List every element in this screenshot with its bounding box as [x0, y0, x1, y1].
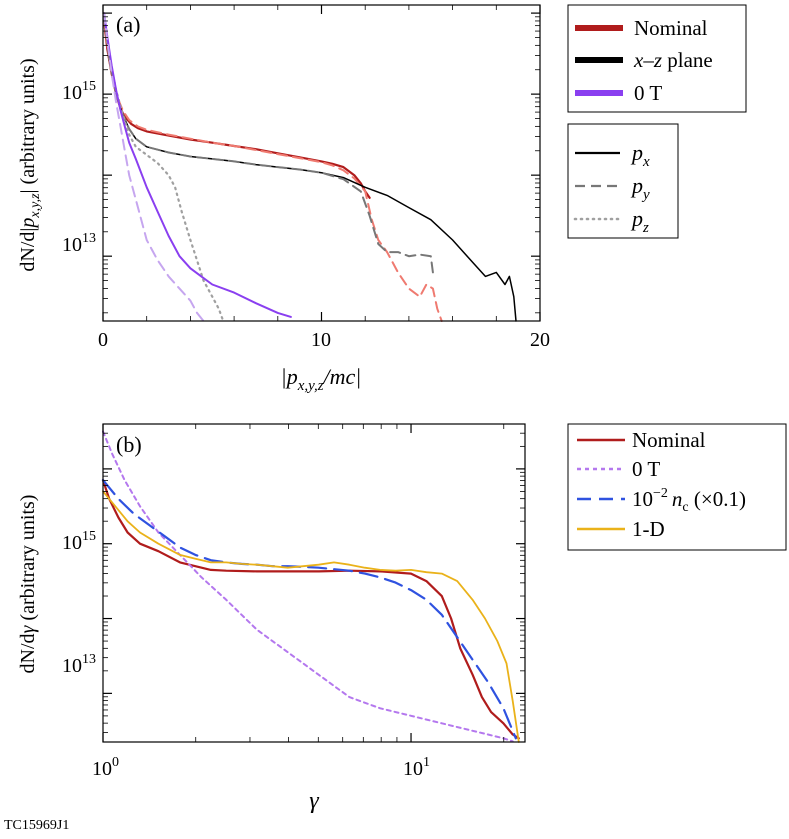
series-line-0-t-p-x [103, 12, 292, 318]
legend-label-px: px [630, 140, 650, 170]
series-line-nominal-p-y [103, 20, 443, 322]
panel-b-xtick-label: 100 [92, 755, 119, 780]
panel-a-axes-frame [102, 4, 541, 322]
panel-a-xtick-label: 20 [530, 329, 550, 351]
panel-a-ylabel: dN/d|px,y,z| (arbitrary units) [17, 58, 43, 271]
series-line-0-t [102, 430, 514, 743]
panel-b-ticks [102, 424, 525, 742]
legend-entry-pz: pz [573, 206, 649, 236]
legend-panel-b: Nominal 0 T 10−2 nc (×0.1) 1-D [567, 423, 787, 551]
legend-label-xz-plane: x–z plane [633, 48, 713, 72]
panel-b-xlabel: γ [309, 788, 319, 814]
legend-entry-1d-b: 1-D [577, 517, 665, 541]
panel-b-xtick-label: 101 [403, 755, 430, 780]
panel-a-label: (a) [116, 12, 140, 37]
legend-runs: Nominal x–z plane 0 T [567, 4, 747, 113]
series-line-x-z-plane-p-y [103, 16, 434, 274]
panel-b: (b) 100 101 1015 1013 γ dN/dγ (arbitrary… [17, 423, 787, 814]
panel-b-ylabel: dN/dγ (arbitrary units) [17, 495, 39, 674]
panel-a-xlabel: |px,y,z/mc| [281, 364, 362, 394]
legend-entry-py: py [575, 173, 650, 203]
legend-entry-nominal: Nominal [575, 16, 708, 40]
panel-b-ytick-label: 1013 [62, 652, 96, 677]
legend-label-zero-t: 0 T [634, 81, 662, 105]
legend-label-zero-t-b: 0 T [632, 457, 660, 481]
legend-entry-px: px [575, 140, 650, 170]
legend-label-pz: pz [630, 206, 649, 236]
series-line-x-z-plane-p-x [103, 16, 517, 322]
panel-b-axes-frame [102, 423, 526, 743]
legend-label-nominal: Nominal [634, 16, 708, 40]
panel-b-ytick-label: 1015 [62, 529, 96, 554]
series-line-nominal [101, 479, 520, 740]
series-line-10-2-n-c-x0-1- [101, 479, 517, 740]
panel-a-ytick-label: 1013 [62, 231, 96, 256]
figure-id: TC15969J1 [4, 818, 69, 833]
legend-label-nc-b: 10−2 nc (×0.1) [632, 486, 746, 515]
legend-entry-nc-b: 10−2 nc (×0.1) [577, 486, 746, 515]
panel-a-xtick-label: 0 [98, 329, 108, 351]
legend-label-py: py [630, 173, 650, 203]
legend-entry-zero-t: 0 T [575, 81, 662, 105]
panel-a: (a) 0 10 20 1015 1013 |px,y,z/mc| dN/d|p… [17, 4, 747, 394]
panel-a-series [102, 12, 517, 323]
series-line-nominal-p-x [102, 20, 371, 199]
series-line-x-z-plane-p-z [102, 16, 225, 323]
legend-entry-zero-t-b: 0 T [577, 457, 660, 481]
legend-label-nominal-b: Nominal [632, 428, 706, 452]
panel-b-label: (b) [116, 432, 142, 457]
legend-entry-nominal-b: Nominal [577, 428, 706, 452]
panel-b-series [101, 430, 520, 743]
series-line-0-t-p-y [103, 12, 205, 322]
series-line-1-d [102, 490, 520, 743]
panel-a-ticks [102, 5, 541, 321]
legend-components: px py pz [567, 123, 679, 239]
legend-entry-xz-plane: x–z plane [575, 48, 713, 72]
panel-a-xtick-label: 10 [311, 329, 331, 351]
panel-a-ytick-label: 1015 [62, 79, 96, 104]
legend-label-1d-b: 1-D [632, 517, 665, 541]
